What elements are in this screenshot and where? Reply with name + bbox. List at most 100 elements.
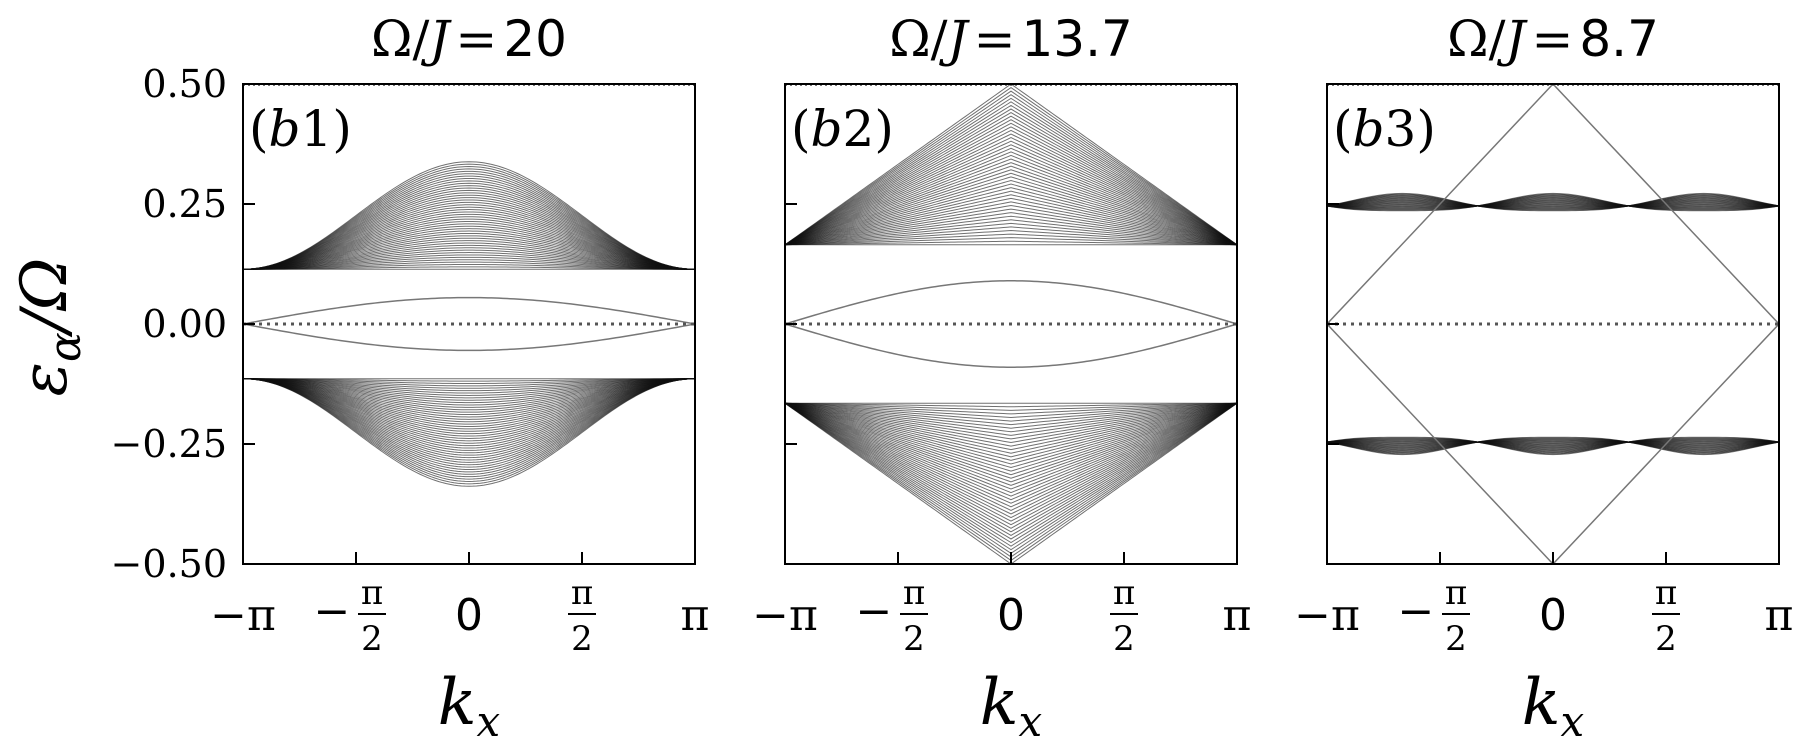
bulk-band-line [785,208,1237,246]
bulk-band-line [785,151,1237,246]
bulk-band-line [785,226,1237,246]
svg-text:2: 2 [1655,619,1677,659]
bulk-band-line [1327,197,1779,208]
bulk-band-line [1327,201,1779,207]
plot-area [785,84,1237,564]
bulk-band-line [785,402,1237,469]
bulk-band-line [243,211,695,270]
panel-title: Ω/J = 20 [371,10,567,68]
x-tick-label: π [1765,590,1794,641]
svg-text:−π: −π [210,590,276,641]
panels: Ω/J = 20−π − π2 0 π2 πkx(b1)Ω/J = 13.7−π − π2 0 π2 πkx… [210,10,1793,746]
bulk-band-line [785,402,1237,440]
bulk-band-line [785,140,1237,246]
svg-text:0: 0 [1539,590,1567,641]
edge-state-line [1327,84,1779,325]
bulk-band-line [1327,439,1779,453]
svg-text:π: π [1655,573,1677,613]
bulk-band-line [1327,439,1779,452]
bulk-band-line [243,378,695,408]
bulk-band-line [785,201,1237,246]
bulk-band-line [1327,197,1779,208]
bulk-band-line [1327,438,1779,454]
bulk-band-line [243,189,695,270]
bulk-band-line [1327,440,1779,451]
x-axis-label: kx [980,666,1043,746]
y-axis-label: εα/Ω [8,258,91,397]
bulk-band-line [243,378,695,406]
bulk-band-line [785,212,1237,246]
bulk-band-line [243,256,695,270]
bulk-band-line [243,378,695,435]
bulk-band-line [1327,441,1779,448]
y-tick-label: 0.25 [142,182,227,226]
bulk-band-line [785,169,1237,246]
bulk-band-line [785,402,1237,511]
x-tick-label: 0 [455,590,483,641]
bulk-band-line [243,378,695,478]
bulk-band-line [785,402,1237,447]
bulk-band-line [1327,441,1779,449]
bulk-band-line [785,183,1237,246]
bulk-band-line [1327,192,1779,212]
bulk-band-line [243,175,695,270]
svg-text:0: 0 [997,590,1025,641]
bulk-band-line [243,378,695,439]
bulk-band-line [785,204,1237,246]
svg-text:−π: −π [752,590,818,641]
bulk-band-line [243,378,695,480]
bulk-band-line [1327,197,1779,208]
svg-text:−: − [1398,586,1435,637]
bulk-band-line [243,187,695,270]
edge-state-line [243,296,695,325]
bulk-band-line [243,166,695,270]
bulk-band-line [243,266,695,270]
bulk-band-line [1327,441,1779,448]
bulk-band-line [785,133,1237,246]
bulk-band-line [785,402,1237,533]
bulk-band-line [785,402,1237,544]
bulk-band-line [243,378,695,449]
bulk-band-line [243,244,695,270]
bulk-band-line [243,378,695,487]
bulk-band-line [243,378,695,420]
bulk-band-line [785,402,1237,519]
x-tick-label: − π 2 [314,573,386,659]
bulk-band-line [785,402,1237,522]
bulk-band-line [1327,436,1779,456]
bulk-band-line [785,162,1237,246]
svg-text:−: − [856,586,893,637]
bulk-band-line [243,199,695,270]
bulk-band-line [1327,194,1779,210]
bulk-band-line [243,182,695,270]
bulk-band-line [243,163,695,270]
bulk-band-line [1327,439,1779,453]
edge-state-line [785,323,1237,368]
bulk-band-line [785,112,1237,246]
bulk-band-line [243,259,695,270]
bulk-band-line [243,378,695,444]
bulk-band-line [1327,198,1779,208]
bulk-band-line [243,254,695,270]
bulk-band-line [243,180,695,270]
bulk-band-line [1327,440,1779,451]
bulk-band-line [785,190,1237,246]
bulk-band-line [785,402,1237,540]
bulk-band-line [1327,439,1779,452]
bulk-band-line [785,240,1237,246]
bulk-band-line [243,378,695,459]
bulk-band-line [1327,440,1779,450]
bulk-band-line [785,84,1237,246]
bulk-band-line [1327,441,1779,449]
bulk-band-line [785,165,1237,246]
bulk-band-line [243,378,695,461]
bulk-band-line [1327,198,1779,208]
bulk-band-line [785,147,1237,246]
bulk-band-line [243,252,695,270]
bulk-band-line [243,242,695,270]
bulk-band-line [243,237,695,270]
bulk-band-line [785,154,1237,246]
bulk-band-line [1327,193,1779,211]
bulk-band-line [243,173,695,270]
